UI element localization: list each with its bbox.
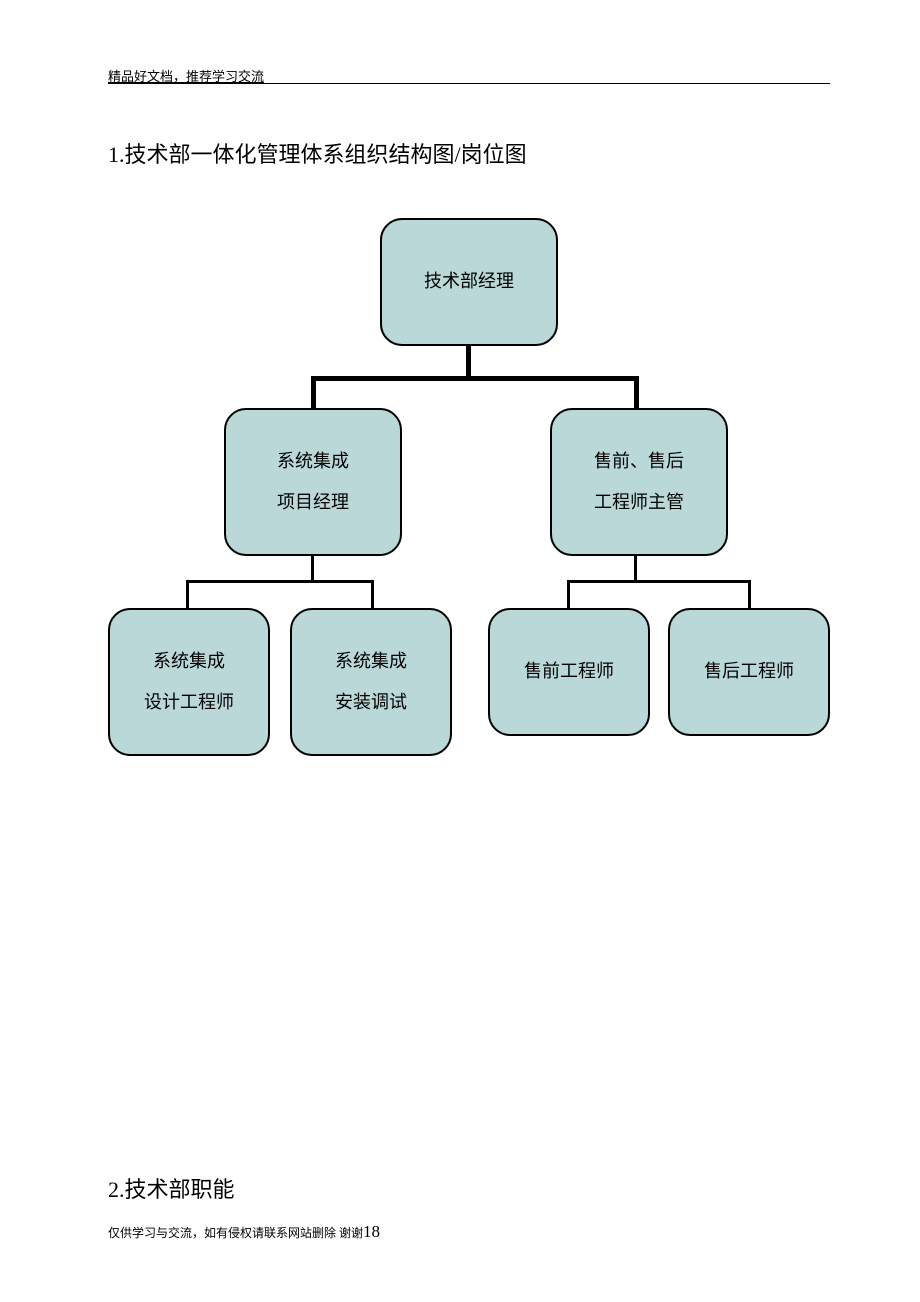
page-footer: 仅供学习与交流，如有侵权请联系网站删除 谢谢18 xyxy=(108,1222,380,1242)
footer-page-number: 18 xyxy=(363,1222,380,1241)
org-chart-node-label: 安装调试 xyxy=(335,682,407,723)
org-chart-connector xyxy=(634,556,637,580)
org-chart-node-m2: 售前、售后工程师主管 xyxy=(550,408,728,556)
org-chart-node-root: 技术部经理 xyxy=(380,218,558,346)
org-chart-node-l4: 售后工程师 xyxy=(668,608,830,736)
org-chart-connector xyxy=(311,376,639,381)
org-chart-node-label: 项目经理 xyxy=(277,482,349,523)
org-chart-node-label: 售前工程师 xyxy=(524,651,614,692)
org-chart-connector xyxy=(466,346,471,376)
section-1-heading: 1.技术部一体化管理体系组织结构图/岗位图 xyxy=(108,137,527,169)
org-chart-node-l1: 系统集成设计工程师 xyxy=(108,608,270,756)
org-chart-node-m1: 系统集成项目经理 xyxy=(224,408,402,556)
org-chart-node-l2: 系统集成安装调试 xyxy=(290,608,452,756)
org-chart-node-label: 工程师主管 xyxy=(594,482,684,523)
org-chart-connector xyxy=(567,580,751,583)
org-chart-node-label: 技术部经理 xyxy=(424,261,514,302)
org-chart-node-label: 系统集成 xyxy=(335,641,407,682)
org-chart: 技术部经理系统集成项目经理售前、售后工程师主管系统集成设计工程师系统集成安装调试… xyxy=(108,218,830,788)
org-chart-node-label: 售前、售后 xyxy=(594,441,684,482)
footer-note: 仅供学习与交流，如有侵权请联系网站删除 谢谢 xyxy=(108,1226,363,1240)
org-chart-node-label: 设计工程师 xyxy=(144,682,234,723)
org-chart-connector xyxy=(311,376,316,408)
org-chart-connector xyxy=(567,580,570,608)
org-chart-connector xyxy=(371,580,374,608)
org-chart-connector xyxy=(748,580,751,608)
org-chart-node-l3: 售前工程师 xyxy=(488,608,650,736)
org-chart-node-label: 系统集成 xyxy=(153,641,225,682)
org-chart-connector xyxy=(311,556,314,580)
org-chart-connector xyxy=(186,580,374,583)
org-chart-connector xyxy=(634,376,639,408)
org-chart-connector xyxy=(186,580,189,608)
header-rule xyxy=(108,83,830,84)
document-page: 精品好文档，推荐学习交流 1.技术部一体化管理体系组织结构图/岗位图 技术部经理… xyxy=(0,0,920,1302)
org-chart-node-label: 售后工程师 xyxy=(704,651,794,692)
org-chart-node-label: 系统集成 xyxy=(277,441,349,482)
section-2-heading: 2.技术部职能 xyxy=(108,1172,235,1204)
